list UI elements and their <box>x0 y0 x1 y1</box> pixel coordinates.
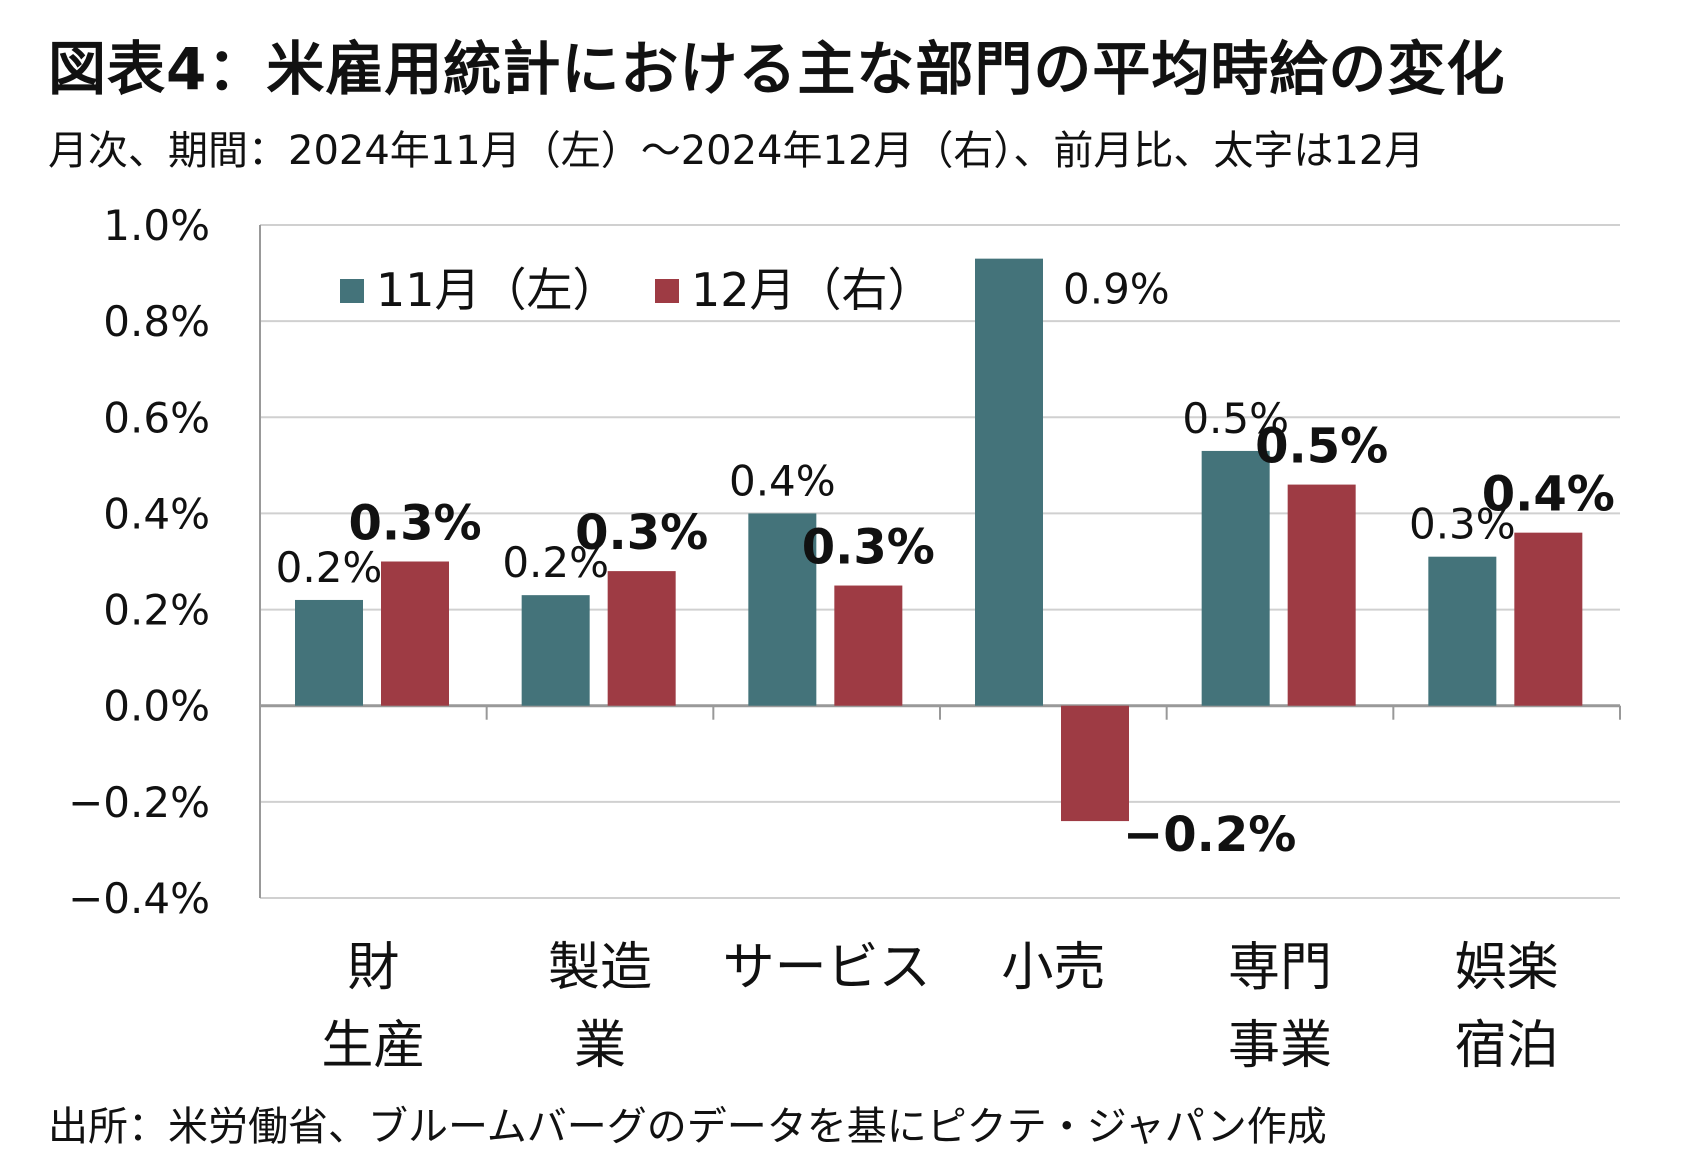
category-label: 事業 <box>1228 1016 1332 1076</box>
bar-dec <box>1287 484 1356 706</box>
data-label: −0.2% <box>1123 807 1296 863</box>
category-label: 製造 <box>548 938 652 998</box>
axes <box>259 225 1621 898</box>
bar-nov <box>1428 556 1497 706</box>
data-label: 0.4% <box>729 456 836 505</box>
y-tick-label: −0.2% <box>68 778 210 827</box>
y-tick-labels: 1.0% 0.8% 0.6% 0.4% 0.2% 0.0% −0.2% −0.4% <box>68 201 210 923</box>
category-label: 財 <box>347 938 399 998</box>
bar-nov <box>295 599 363 706</box>
data-label: 0.9% <box>1063 265 1170 314</box>
data-label: 0.2% <box>502 538 609 587</box>
data-labels: 0.2% 0.2% 0.4% 0.9% 0.5% 0.3% 0.3% 0.3% 0.3% −0.2… <box>276 265 1615 863</box>
legend-label: 12月（右） <box>691 263 934 317</box>
category-label: 宿泊 <box>1455 1016 1559 1076</box>
bar-dec <box>1061 705 1129 822</box>
y-tick-label: 0.8% <box>103 297 210 346</box>
bar-dec <box>381 561 449 706</box>
bar-dec <box>834 585 903 706</box>
legend: 11月（左） 12月（右） <box>340 263 934 317</box>
chart-subtitle: 月次、期間：2024年11月（左）～2024年12月（右）、前月比、太字は12月 <box>48 128 1425 174</box>
legend-swatch <box>655 279 679 303</box>
legend-swatch <box>340 279 364 303</box>
bar-nov <box>975 258 1043 706</box>
data-label: 0.3% <box>348 496 481 552</box>
source-note: 出所：米労働省、ブルームバーグのデータを基にピクテ・ジャパン作成 <box>48 1104 1327 1150</box>
category-label: 業 <box>574 1016 626 1076</box>
bars <box>295 258 1583 822</box>
legend-label: 11月（左） <box>376 263 619 317</box>
bar-nov <box>521 595 590 706</box>
chart-title: 図表4：米雇用統計における主な部門の平均時給の変化 <box>48 35 1506 103</box>
bar-nov <box>748 513 817 706</box>
data-label: 0.3% <box>802 520 935 576</box>
data-label: 0.3% <box>1409 500 1516 549</box>
category-label: 小売 <box>1001 938 1105 998</box>
bar-dec <box>1514 532 1583 706</box>
data-label: 0.3% <box>575 505 708 561</box>
y-tick-label: 0.6% <box>103 393 210 442</box>
y-tick-label: 1.0% <box>103 201 210 250</box>
y-tick-label: −0.4% <box>68 874 210 923</box>
y-tick-label: 0.4% <box>103 489 210 538</box>
data-label: 0.5% <box>1255 419 1388 475</box>
category-label: 専門 <box>1228 938 1332 998</box>
data-label: 0.5% <box>1182 394 1289 443</box>
bar-nov <box>1201 450 1270 706</box>
data-label: 0.2% <box>276 543 383 592</box>
y-tick-label: 0.0% <box>103 682 210 731</box>
category-label: サービス <box>723 938 931 998</box>
gridlines <box>260 224 1620 899</box>
bar-dec <box>607 571 676 706</box>
category-label: 娯楽 <box>1455 938 1559 998</box>
data-label: 0.4% <box>1482 467 1615 523</box>
category-label: 生産 <box>321 1016 425 1076</box>
y-tick-label: 0.2% <box>103 586 210 635</box>
